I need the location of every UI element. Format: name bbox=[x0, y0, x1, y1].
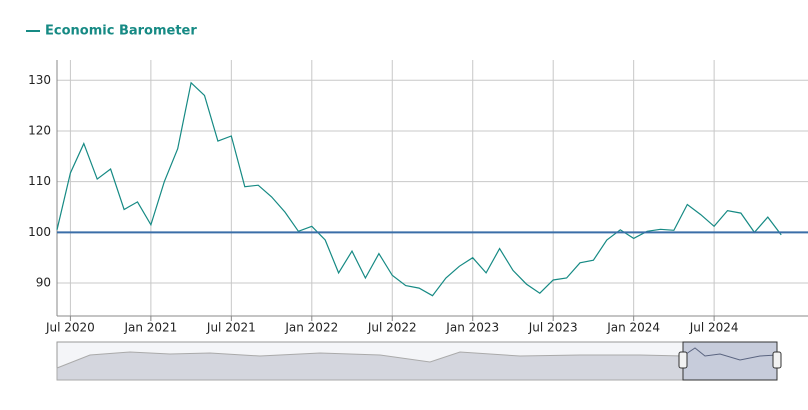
navigator-handle-right[interactable] bbox=[772, 351, 782, 369]
x-tick-label: Jul 2023 bbox=[528, 321, 578, 335]
chart-title: Economic Barometer bbox=[45, 24, 197, 39]
navigator-selection-series bbox=[682, 347, 778, 361]
y-tick-label: 110 bbox=[28, 174, 51, 188]
y-tick-label: 130 bbox=[28, 73, 51, 87]
x-tick-label: Jul 2021 bbox=[206, 321, 256, 335]
y-tick-label: 90 bbox=[36, 276, 51, 290]
navigator-series bbox=[56, 351, 684, 381]
x-tick-label: Jul 2022 bbox=[367, 321, 417, 335]
x-tick-label: Jul 2024 bbox=[689, 321, 739, 335]
series-line bbox=[56, 81, 782, 297]
plot-area: 90 100 110 120 130 Jul 2020 Jan 2021 Jul 2021 Ja… bbox=[28, 60, 808, 335]
x-tick-label: Jan 2022 bbox=[284, 321, 338, 335]
x-tick-label: Jan 2021 bbox=[123, 321, 177, 335]
y-tick-label: 100 bbox=[28, 225, 51, 239]
x-tick-label: Jan 2023 bbox=[445, 321, 499, 335]
y-tick-label: 120 bbox=[28, 123, 51, 137]
navigator-selection[interactable] bbox=[682, 341, 778, 381]
navigator-handle-left[interactable] bbox=[678, 351, 688, 369]
navigator bbox=[56, 341, 782, 381]
x-tick-label: Jul 2020 bbox=[45, 321, 95, 335]
x-tick-label: Jan 2024 bbox=[606, 321, 660, 335]
